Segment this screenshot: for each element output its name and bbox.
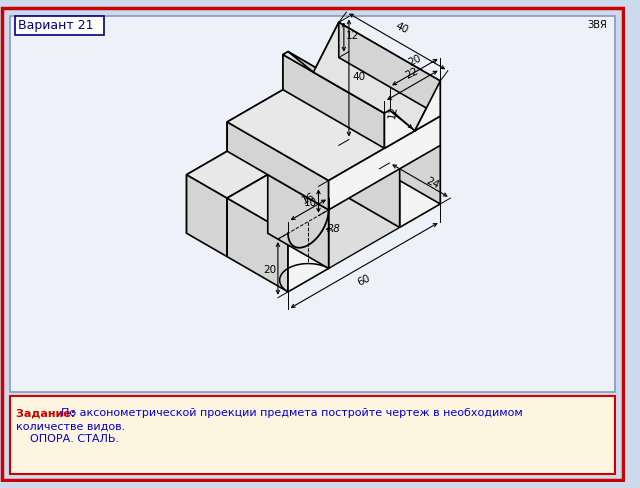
Polygon shape	[227, 58, 339, 151]
Polygon shape	[187, 175, 227, 257]
Text: 40: 40	[394, 20, 410, 35]
Polygon shape	[283, 22, 339, 90]
Polygon shape	[227, 122, 328, 210]
Text: 40: 40	[353, 72, 366, 81]
Text: 60: 60	[356, 273, 372, 287]
Text: Задание:: Задание:	[15, 408, 79, 418]
Polygon shape	[288, 210, 328, 292]
Text: ОПОРА. СТАЛЬ.: ОПОРА. СТАЛЬ.	[15, 434, 119, 445]
Polygon shape	[339, 134, 399, 227]
Polygon shape	[187, 87, 380, 198]
Text: 12: 12	[387, 104, 399, 119]
Polygon shape	[268, 175, 328, 268]
Text: 20: 20	[407, 53, 423, 68]
Polygon shape	[227, 198, 288, 292]
Text: 22: 22	[404, 66, 420, 81]
Text: количестве видов.: количестве видов.	[15, 422, 125, 432]
Text: R8: R8	[327, 224, 340, 234]
Polygon shape	[339, 22, 440, 116]
Polygon shape	[339, 110, 440, 169]
Text: 16: 16	[300, 191, 317, 205]
Polygon shape	[268, 192, 399, 268]
Text: 24: 24	[425, 176, 441, 191]
Polygon shape	[339, 58, 440, 145]
Text: По аксонометрической проекции предмета постройте чертеж в необходимом: По аксонометрической проекции предмета п…	[61, 408, 522, 418]
Polygon shape	[227, 110, 380, 257]
Polygon shape	[399, 145, 440, 227]
Polygon shape	[288, 52, 415, 131]
Polygon shape	[227, 175, 328, 233]
Polygon shape	[283, 52, 390, 113]
Polygon shape	[328, 116, 440, 210]
FancyBboxPatch shape	[10, 16, 615, 392]
Text: 10: 10	[303, 198, 317, 207]
Polygon shape	[380, 110, 440, 204]
Polygon shape	[385, 81, 440, 148]
FancyBboxPatch shape	[10, 396, 615, 474]
Polygon shape	[314, 22, 440, 131]
FancyBboxPatch shape	[2, 8, 623, 480]
Polygon shape	[283, 55, 385, 148]
Text: ЗВЯ: ЗВЯ	[588, 20, 607, 30]
Polygon shape	[227, 58, 440, 181]
Text: 12: 12	[346, 31, 359, 41]
Text: Вариант 21: Вариант 21	[17, 19, 93, 32]
FancyBboxPatch shape	[15, 16, 104, 35]
Text: 20: 20	[263, 265, 276, 275]
Polygon shape	[268, 134, 339, 233]
Polygon shape	[187, 87, 339, 233]
Polygon shape	[339, 87, 380, 169]
